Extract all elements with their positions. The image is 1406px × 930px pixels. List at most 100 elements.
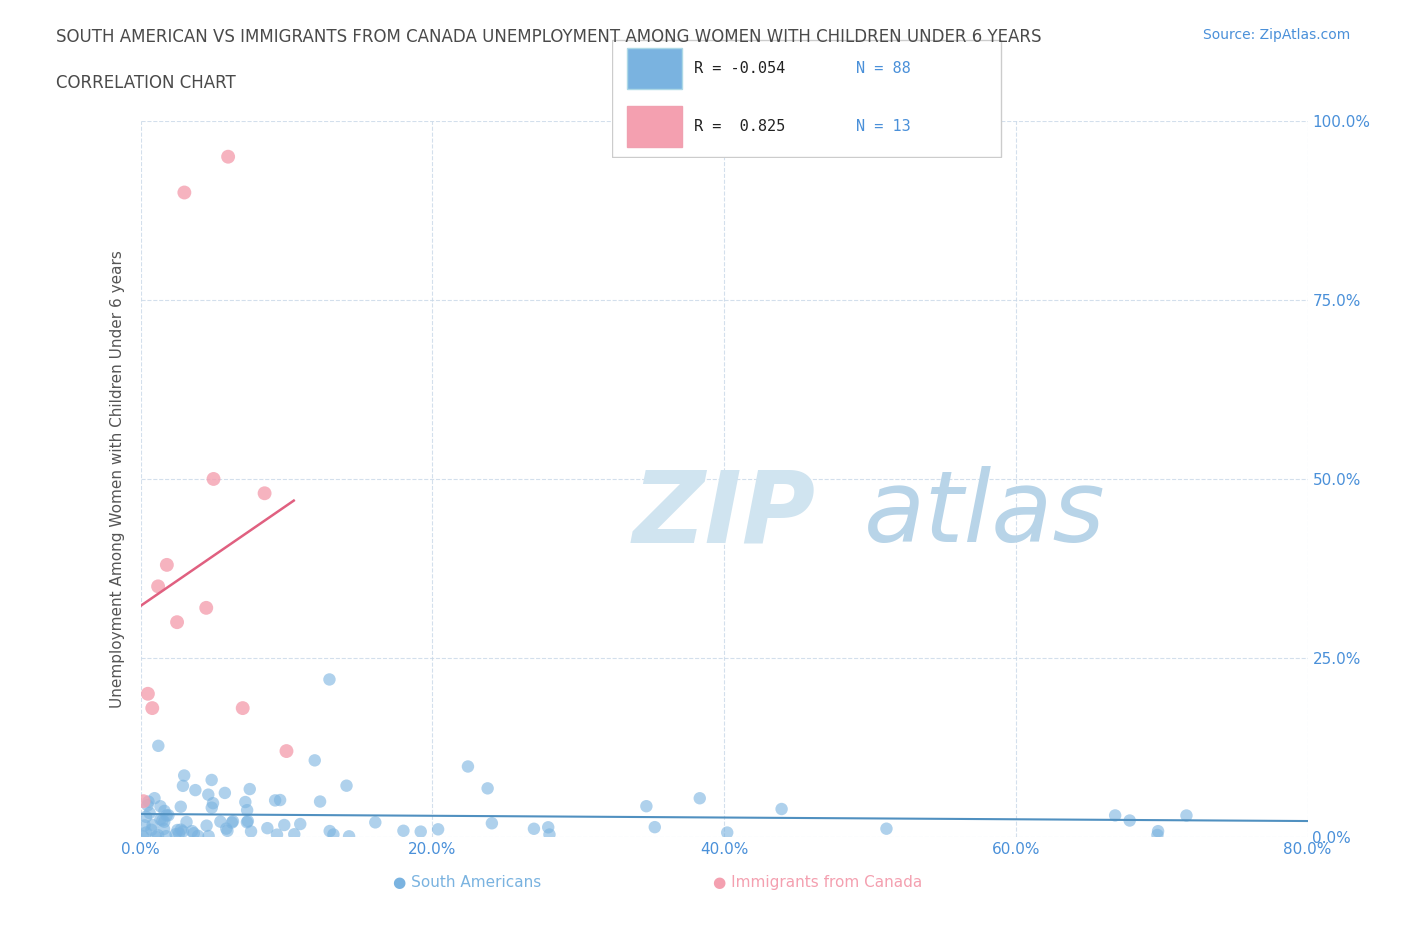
Point bbox=[266, 827, 288, 842]
Point bbox=[173, 768, 195, 783]
Point bbox=[1146, 828, 1168, 843]
Point bbox=[153, 815, 176, 830]
Point bbox=[209, 814, 232, 829]
Point bbox=[221, 815, 243, 830]
Point bbox=[319, 824, 342, 839]
Point bbox=[166, 615, 188, 630]
Point bbox=[138, 805, 160, 820]
Point bbox=[875, 821, 897, 836]
Point bbox=[201, 773, 224, 788]
Point bbox=[187, 829, 209, 844]
Point bbox=[523, 821, 546, 836]
Point bbox=[337, 829, 360, 844]
Point bbox=[149, 799, 172, 814]
Point bbox=[166, 822, 188, 837]
Point bbox=[273, 817, 295, 832]
Point bbox=[1147, 824, 1170, 839]
Point bbox=[146, 828, 169, 843]
FancyBboxPatch shape bbox=[627, 48, 682, 89]
Text: ● South Americans: ● South Americans bbox=[394, 875, 541, 890]
Text: atlas: atlas bbox=[865, 466, 1105, 564]
Point bbox=[148, 738, 170, 753]
Point bbox=[537, 820, 560, 835]
Y-axis label: Unemployment Among Women with Children Under 6 years: Unemployment Among Women with Children U… bbox=[110, 250, 125, 708]
Point bbox=[135, 809, 157, 824]
Point bbox=[173, 185, 195, 200]
Point bbox=[322, 827, 344, 842]
Point bbox=[236, 815, 259, 830]
Point bbox=[141, 822, 163, 837]
Point bbox=[142, 817, 165, 832]
Point bbox=[183, 826, 205, 841]
Point bbox=[689, 790, 711, 805]
Point bbox=[138, 794, 160, 809]
Point bbox=[457, 759, 479, 774]
Text: N = 13: N = 13 bbox=[856, 119, 911, 134]
Point bbox=[256, 820, 278, 835]
Point bbox=[201, 796, 224, 811]
Point bbox=[155, 829, 177, 844]
Point bbox=[165, 827, 187, 842]
Point bbox=[716, 825, 738, 840]
Point bbox=[172, 824, 194, 839]
Point bbox=[335, 778, 357, 793]
Point bbox=[215, 821, 238, 836]
Point bbox=[135, 825, 157, 840]
Point bbox=[195, 601, 218, 616]
Point bbox=[156, 557, 179, 572]
Point bbox=[201, 800, 224, 815]
Point bbox=[155, 808, 177, 823]
Point bbox=[134, 818, 156, 833]
Point bbox=[132, 794, 155, 809]
Text: ZIP: ZIP bbox=[633, 466, 815, 564]
Point bbox=[197, 787, 219, 802]
Point bbox=[236, 814, 259, 829]
Point bbox=[477, 781, 499, 796]
Point bbox=[170, 822, 193, 837]
Point bbox=[146, 578, 169, 594]
Point bbox=[176, 815, 198, 830]
Point bbox=[538, 827, 561, 842]
Point bbox=[253, 485, 276, 500]
Point bbox=[1118, 813, 1140, 828]
Point bbox=[364, 815, 387, 830]
Point bbox=[233, 794, 256, 809]
Point bbox=[149, 812, 172, 827]
Point bbox=[136, 686, 159, 701]
Point bbox=[145, 830, 167, 844]
Point bbox=[172, 778, 194, 793]
Point bbox=[143, 790, 166, 805]
Point bbox=[264, 793, 287, 808]
Point bbox=[481, 816, 503, 830]
Point bbox=[269, 792, 291, 807]
Point bbox=[276, 744, 298, 759]
Point bbox=[153, 821, 176, 836]
Point bbox=[1104, 808, 1126, 823]
Point bbox=[1175, 808, 1198, 823]
Point bbox=[184, 783, 207, 798]
Text: N = 88: N = 88 bbox=[856, 61, 911, 76]
Point bbox=[202, 472, 225, 486]
Point bbox=[232, 700, 254, 715]
Text: R =  0.825: R = 0.825 bbox=[695, 119, 786, 134]
Point bbox=[214, 786, 236, 801]
Point bbox=[136, 798, 159, 813]
Point bbox=[283, 827, 305, 842]
Point bbox=[217, 150, 239, 165]
Text: R = -0.054: R = -0.054 bbox=[695, 61, 786, 76]
Point bbox=[409, 824, 432, 839]
Point bbox=[170, 799, 193, 814]
FancyBboxPatch shape bbox=[627, 106, 682, 147]
Point bbox=[644, 819, 666, 834]
Point bbox=[240, 824, 263, 839]
Point bbox=[152, 813, 174, 828]
Point bbox=[239, 781, 262, 796]
FancyBboxPatch shape bbox=[612, 40, 1001, 157]
Point bbox=[236, 803, 259, 817]
Point bbox=[141, 700, 163, 715]
Point bbox=[392, 823, 415, 838]
Point bbox=[181, 824, 204, 839]
Point bbox=[167, 826, 190, 841]
Point bbox=[318, 672, 340, 687]
Point bbox=[132, 829, 155, 844]
